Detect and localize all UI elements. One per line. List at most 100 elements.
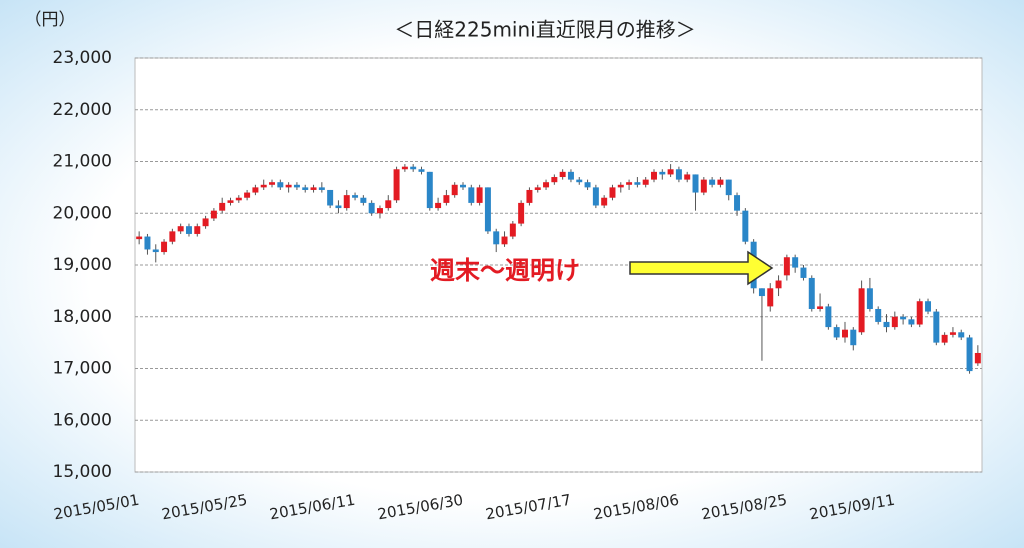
candle-body — [734, 195, 741, 211]
candle-body — [717, 179, 724, 185]
y-tick-label: 20,000 — [53, 203, 112, 223]
candle-body — [958, 332, 965, 338]
candle-body — [617, 184, 624, 188]
candle-body — [418, 169, 425, 172]
candle-body — [891, 316, 898, 328]
y-axis-label: （円） — [25, 10, 76, 30]
candle-body — [493, 231, 500, 245]
candle-body — [509, 223, 516, 237]
candle-body — [501, 236, 508, 245]
candle-body — [327, 189, 334, 206]
candle-body — [900, 316, 907, 320]
candle-body — [318, 187, 325, 190]
candle-body — [592, 187, 599, 206]
candle-body — [692, 174, 699, 193]
arrow — [629, 250, 774, 286]
candle-body — [933, 311, 940, 343]
candle-body — [543, 182, 550, 188]
y-tick-label: 15,000 — [53, 462, 112, 482]
candle-body — [219, 202, 226, 211]
candle-body — [908, 319, 915, 325]
candle-body — [227, 200, 234, 203]
candle-body — [634, 182, 641, 185]
candle-body — [576, 179, 583, 183]
y-tick-label: 21,000 — [53, 152, 112, 172]
annotation: 週末～週明け — [430, 256, 580, 285]
candle-body — [426, 171, 433, 209]
candle-body — [435, 202, 442, 209]
candle-body — [659, 171, 666, 175]
candle-body — [858, 288, 865, 333]
candle-body — [758, 288, 765, 297]
candle-body — [460, 184, 466, 188]
candle-body — [709, 179, 716, 185]
candle-body — [684, 174, 691, 180]
candle-body — [742, 210, 749, 242]
candle-body — [866, 288, 873, 309]
candle-body — [808, 277, 815, 309]
candle-body — [916, 301, 923, 325]
y-tick-label: 19,000 — [53, 255, 112, 275]
candle-body — [285, 184, 292, 188]
candle-body — [410, 166, 417, 170]
candle-body — [850, 329, 857, 346]
candle-body — [534, 187, 541, 190]
candle-body — [393, 169, 400, 201]
candle-body — [144, 236, 151, 250]
candle-body — [310, 187, 317, 190]
candle-body — [601, 197, 608, 206]
candle-body — [302, 187, 309, 190]
candle-body — [875, 308, 882, 322]
candle-body — [584, 182, 591, 188]
candle-body — [783, 257, 790, 276]
candle-body — [136, 236, 143, 240]
y-tick-label: 17,000 — [53, 359, 112, 379]
y-tick-label: 18,000 — [53, 307, 112, 327]
candle-body — [767, 288, 774, 307]
candles — [136, 164, 981, 374]
candle-body — [833, 327, 840, 338]
candle-body — [825, 306, 832, 328]
y-tick-label: 16,000 — [53, 410, 112, 430]
candle-body — [260, 184, 267, 188]
candle-body — [974, 352, 981, 364]
grid — [135, 57, 982, 473]
candle-body — [451, 184, 458, 196]
candle-body — [817, 306, 824, 309]
candle-body — [559, 171, 566, 178]
candle-body — [792, 257, 799, 268]
candle-body — [368, 202, 375, 214]
candle-body — [152, 249, 159, 253]
candle-body — [800, 267, 807, 278]
candle-body — [277, 182, 284, 188]
candle-body — [335, 205, 342, 209]
y-tick-label: 22,000 — [53, 100, 112, 120]
candle-body — [966, 337, 973, 372]
candle-body — [518, 202, 525, 224]
candle-body — [526, 189, 533, 203]
candle-body — [675, 169, 682, 180]
candle-body — [667, 169, 674, 175]
candle-body — [401, 166, 408, 170]
candle-body — [161, 241, 168, 253]
candle-body — [725, 179, 732, 196]
candle-body — [609, 187, 616, 198]
chart-title: ＜日経225mini直近限月の推移＞ — [394, 18, 695, 42]
candle-body — [567, 171, 574, 180]
candle-body — [385, 200, 392, 209]
candle-body — [210, 210, 217, 219]
candle-body — [343, 195, 350, 209]
candle-body — [468, 187, 475, 203]
candle-body — [202, 218, 209, 227]
candle-body — [235, 197, 242, 201]
candle-body — [925, 301, 932, 312]
candle-body — [476, 187, 483, 203]
candle-body — [376, 208, 383, 214]
candle-body — [244, 192, 251, 198]
candle-body — [949, 332, 956, 335]
candle-body — [293, 184, 300, 188]
candle-body — [443, 195, 450, 203]
candle-body — [551, 177, 558, 183]
